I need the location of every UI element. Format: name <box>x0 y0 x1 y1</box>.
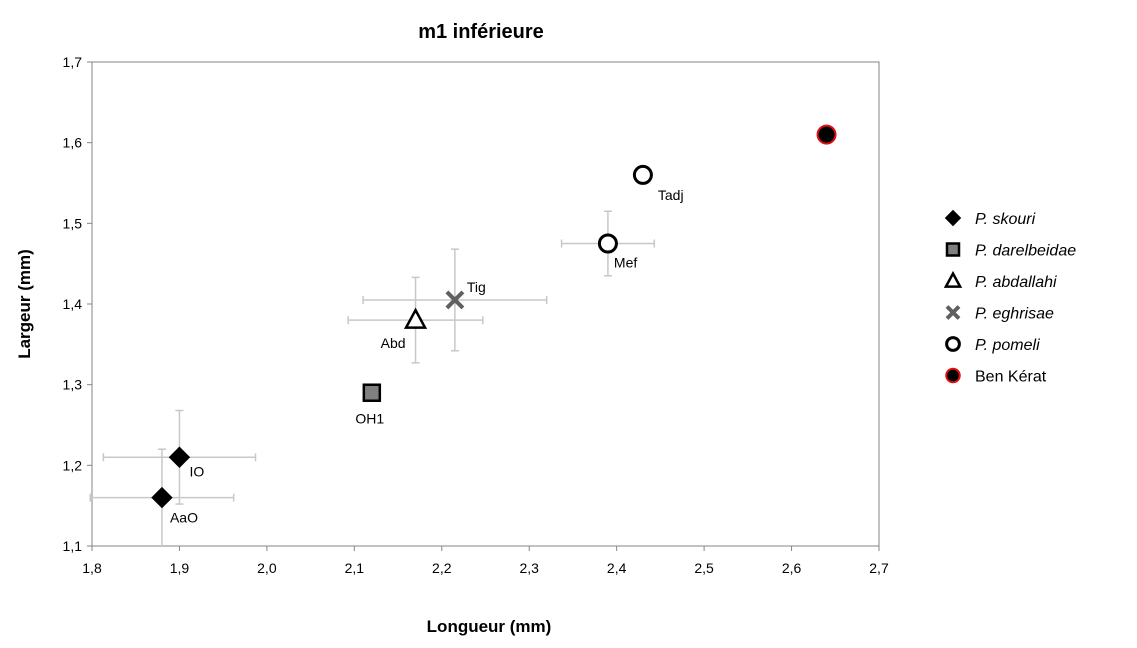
plot-area: 1,8 1,9 2,0 2,1 2,2 2,3 2,4 2,5 2,6 2,7 1,1 1,2 1,3 1… <box>63 54 889 576</box>
y-tick-label: 1,4 <box>63 296 83 312</box>
x-tick-label: 2,4 <box>607 560 627 576</box>
x-tick-label: 1,8 <box>82 560 102 576</box>
x-tick-label: 2,6 <box>782 560 802 576</box>
y-tick-label: 1,6 <box>63 135 83 151</box>
legend-marker <box>943 270 963 288</box>
x-tick-label: 2,5 <box>694 560 714 576</box>
data-point-stroke <box>445 290 465 310</box>
legend-item: P. eghrisae <box>945 305 1054 323</box>
x-tick-label: 1,9 <box>170 560 190 576</box>
legend: P. skouri P. darelbeidae P. abdallahi P. eg… <box>943 209 1076 386</box>
data-point-label: Mef <box>614 255 637 271</box>
legend-marker <box>945 242 961 257</box>
legend-label: P. abdallahi <box>975 274 1057 291</box>
y-axis-label: Largeur (mm) <box>15 249 34 359</box>
x-tick-label: 2,0 <box>257 560 277 576</box>
data-point-label: IO <box>189 463 204 479</box>
legend-label: P. pomeli <box>975 337 1040 354</box>
data-point <box>403 307 428 329</box>
data-point <box>445 290 465 310</box>
data-point <box>597 233 618 254</box>
plot-frame <box>91 61 880 547</box>
x-axis-label: Longueur (mm) <box>427 617 552 636</box>
y-tick-label: 1,2 <box>63 457 83 473</box>
legend-item: P. skouri <box>944 209 1036 228</box>
data-point-label: AaO <box>170 510 198 526</box>
legend-item: P. abdallahi <box>943 270 1057 291</box>
x-tick-label: 2,7 <box>869 560 889 576</box>
x-tick-label: 2,1 <box>345 560 365 576</box>
legend-item: P. pomeli <box>945 336 1040 354</box>
y-tick-label: 1,7 <box>63 54 83 70</box>
legend-marker <box>945 336 961 352</box>
chart-title: m1 inférieure <box>418 21 544 43</box>
legend-marker <box>945 367 961 384</box>
data-point <box>168 446 191 468</box>
data-point <box>632 164 653 185</box>
y-tick-label: 1,1 <box>63 538 83 554</box>
data-point <box>151 486 173 509</box>
legend-marker <box>945 305 961 320</box>
legend-marker <box>944 209 962 227</box>
data-point-label: Tadj <box>658 187 684 203</box>
data-point <box>362 383 382 402</box>
legend-item: P. darelbeidae <box>945 242 1076 260</box>
legend-label: P. eghrisae <box>975 306 1054 323</box>
data-point <box>816 124 837 145</box>
data-point-label: Tig <box>467 279 486 295</box>
y-tick-label: 1,5 <box>63 215 83 231</box>
data-point-label: Abd <box>381 335 406 351</box>
legend-marker-stroke <box>945 305 961 320</box>
legend-label: Ben Kérat <box>975 369 1047 386</box>
legend-label: P. skouri <box>975 211 1036 228</box>
y-tick-label: 1,3 <box>63 377 83 393</box>
x-tick-label: 2,2 <box>432 560 452 576</box>
legend-label: P. darelbeidae <box>975 243 1076 260</box>
x-tick-label: 2,3 <box>519 560 539 576</box>
legend-item: Ben Kérat <box>945 367 1047 386</box>
data-point-label: OH1 <box>355 411 384 427</box>
